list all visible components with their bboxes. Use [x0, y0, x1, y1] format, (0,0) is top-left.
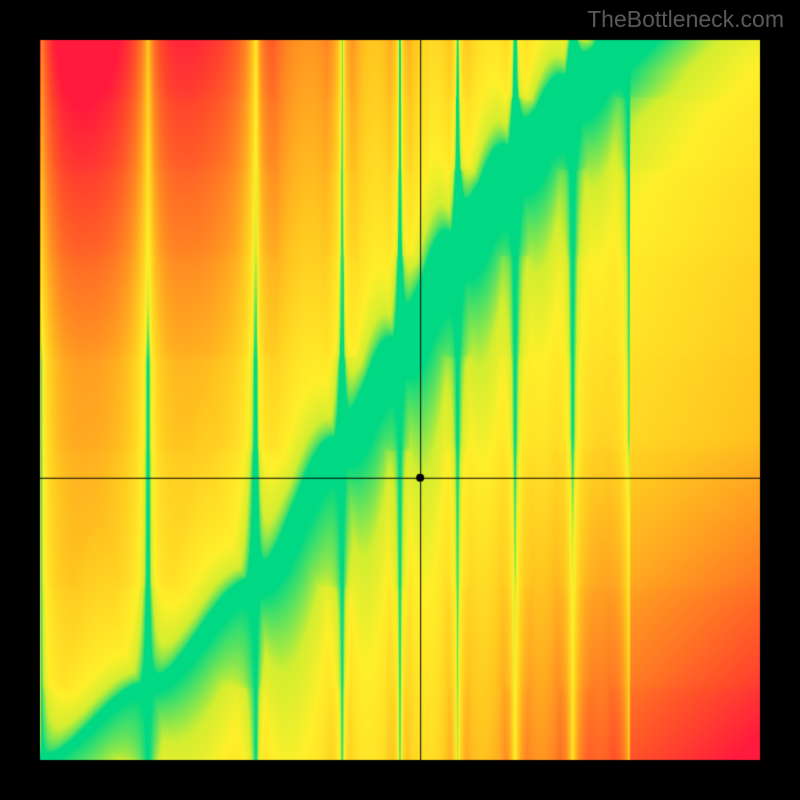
chart-container: TheBottleneck.com	[0, 0, 800, 800]
heatmap-canvas	[0, 0, 800, 800]
watermark-text: TheBottleneck.com	[587, 6, 784, 33]
